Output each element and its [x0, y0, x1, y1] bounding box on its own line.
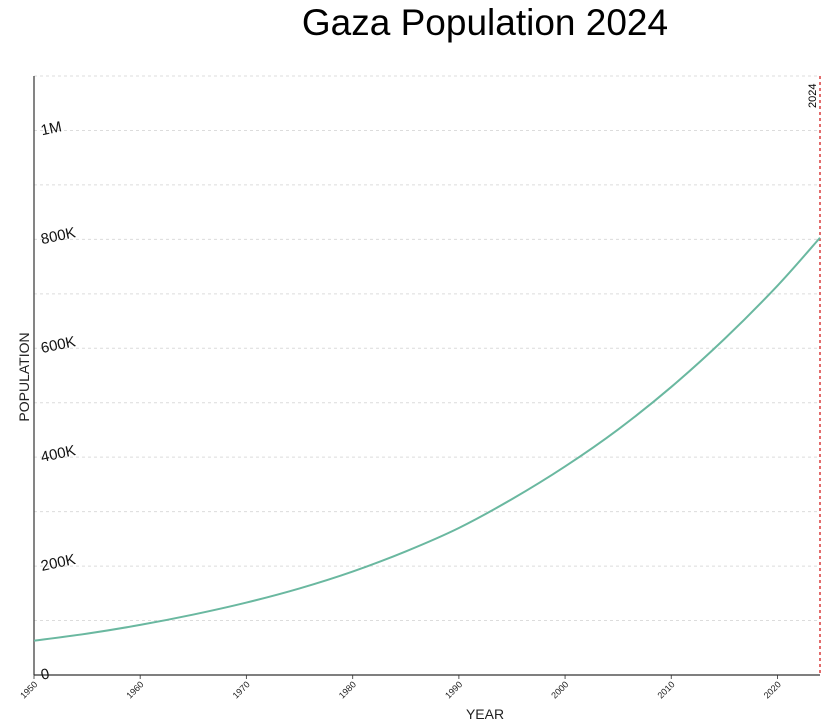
y-tick-label: 1M [39, 118, 63, 139]
marker-label-2024: 2024 [807, 84, 819, 108]
axes [33, 76, 820, 679]
tick-labels: 0 200K 400K 600K 800K 1M 1950 1960 1970 1980 1990 2… [18, 118, 783, 700]
x-tick-label: 1990 [443, 679, 464, 700]
y-tick-label: 600K [39, 333, 77, 357]
series-line-gaza-population [33, 237, 821, 642]
y-tick-label: 200K [39, 551, 77, 575]
x-tick-label: 1970 [231, 679, 252, 700]
y-axis-label: POPULATION [16, 332, 32, 421]
y-tick-label: 0 [39, 665, 51, 683]
y-tick-label: 800K [39, 224, 77, 248]
y-tick-label: 400K [39, 442, 77, 466]
x-tick-label: 2010 [655, 679, 676, 700]
gridlines [34, 75, 820, 622]
x-tick-label: 2000 [549, 679, 570, 700]
series-lines [33, 237, 821, 642]
x-tick-label: 1960 [124, 679, 145, 700]
x-axis-label: YEAR [466, 706, 504, 722]
x-tick-label: 1950 [18, 679, 39, 700]
x-tick-label: 2020 [762, 679, 783, 700]
year-marker: 2024 [807, 76, 821, 675]
x-tick-label: 1980 [337, 679, 358, 700]
chart-title: Gaza Population 2024 [301, 2, 669, 43]
